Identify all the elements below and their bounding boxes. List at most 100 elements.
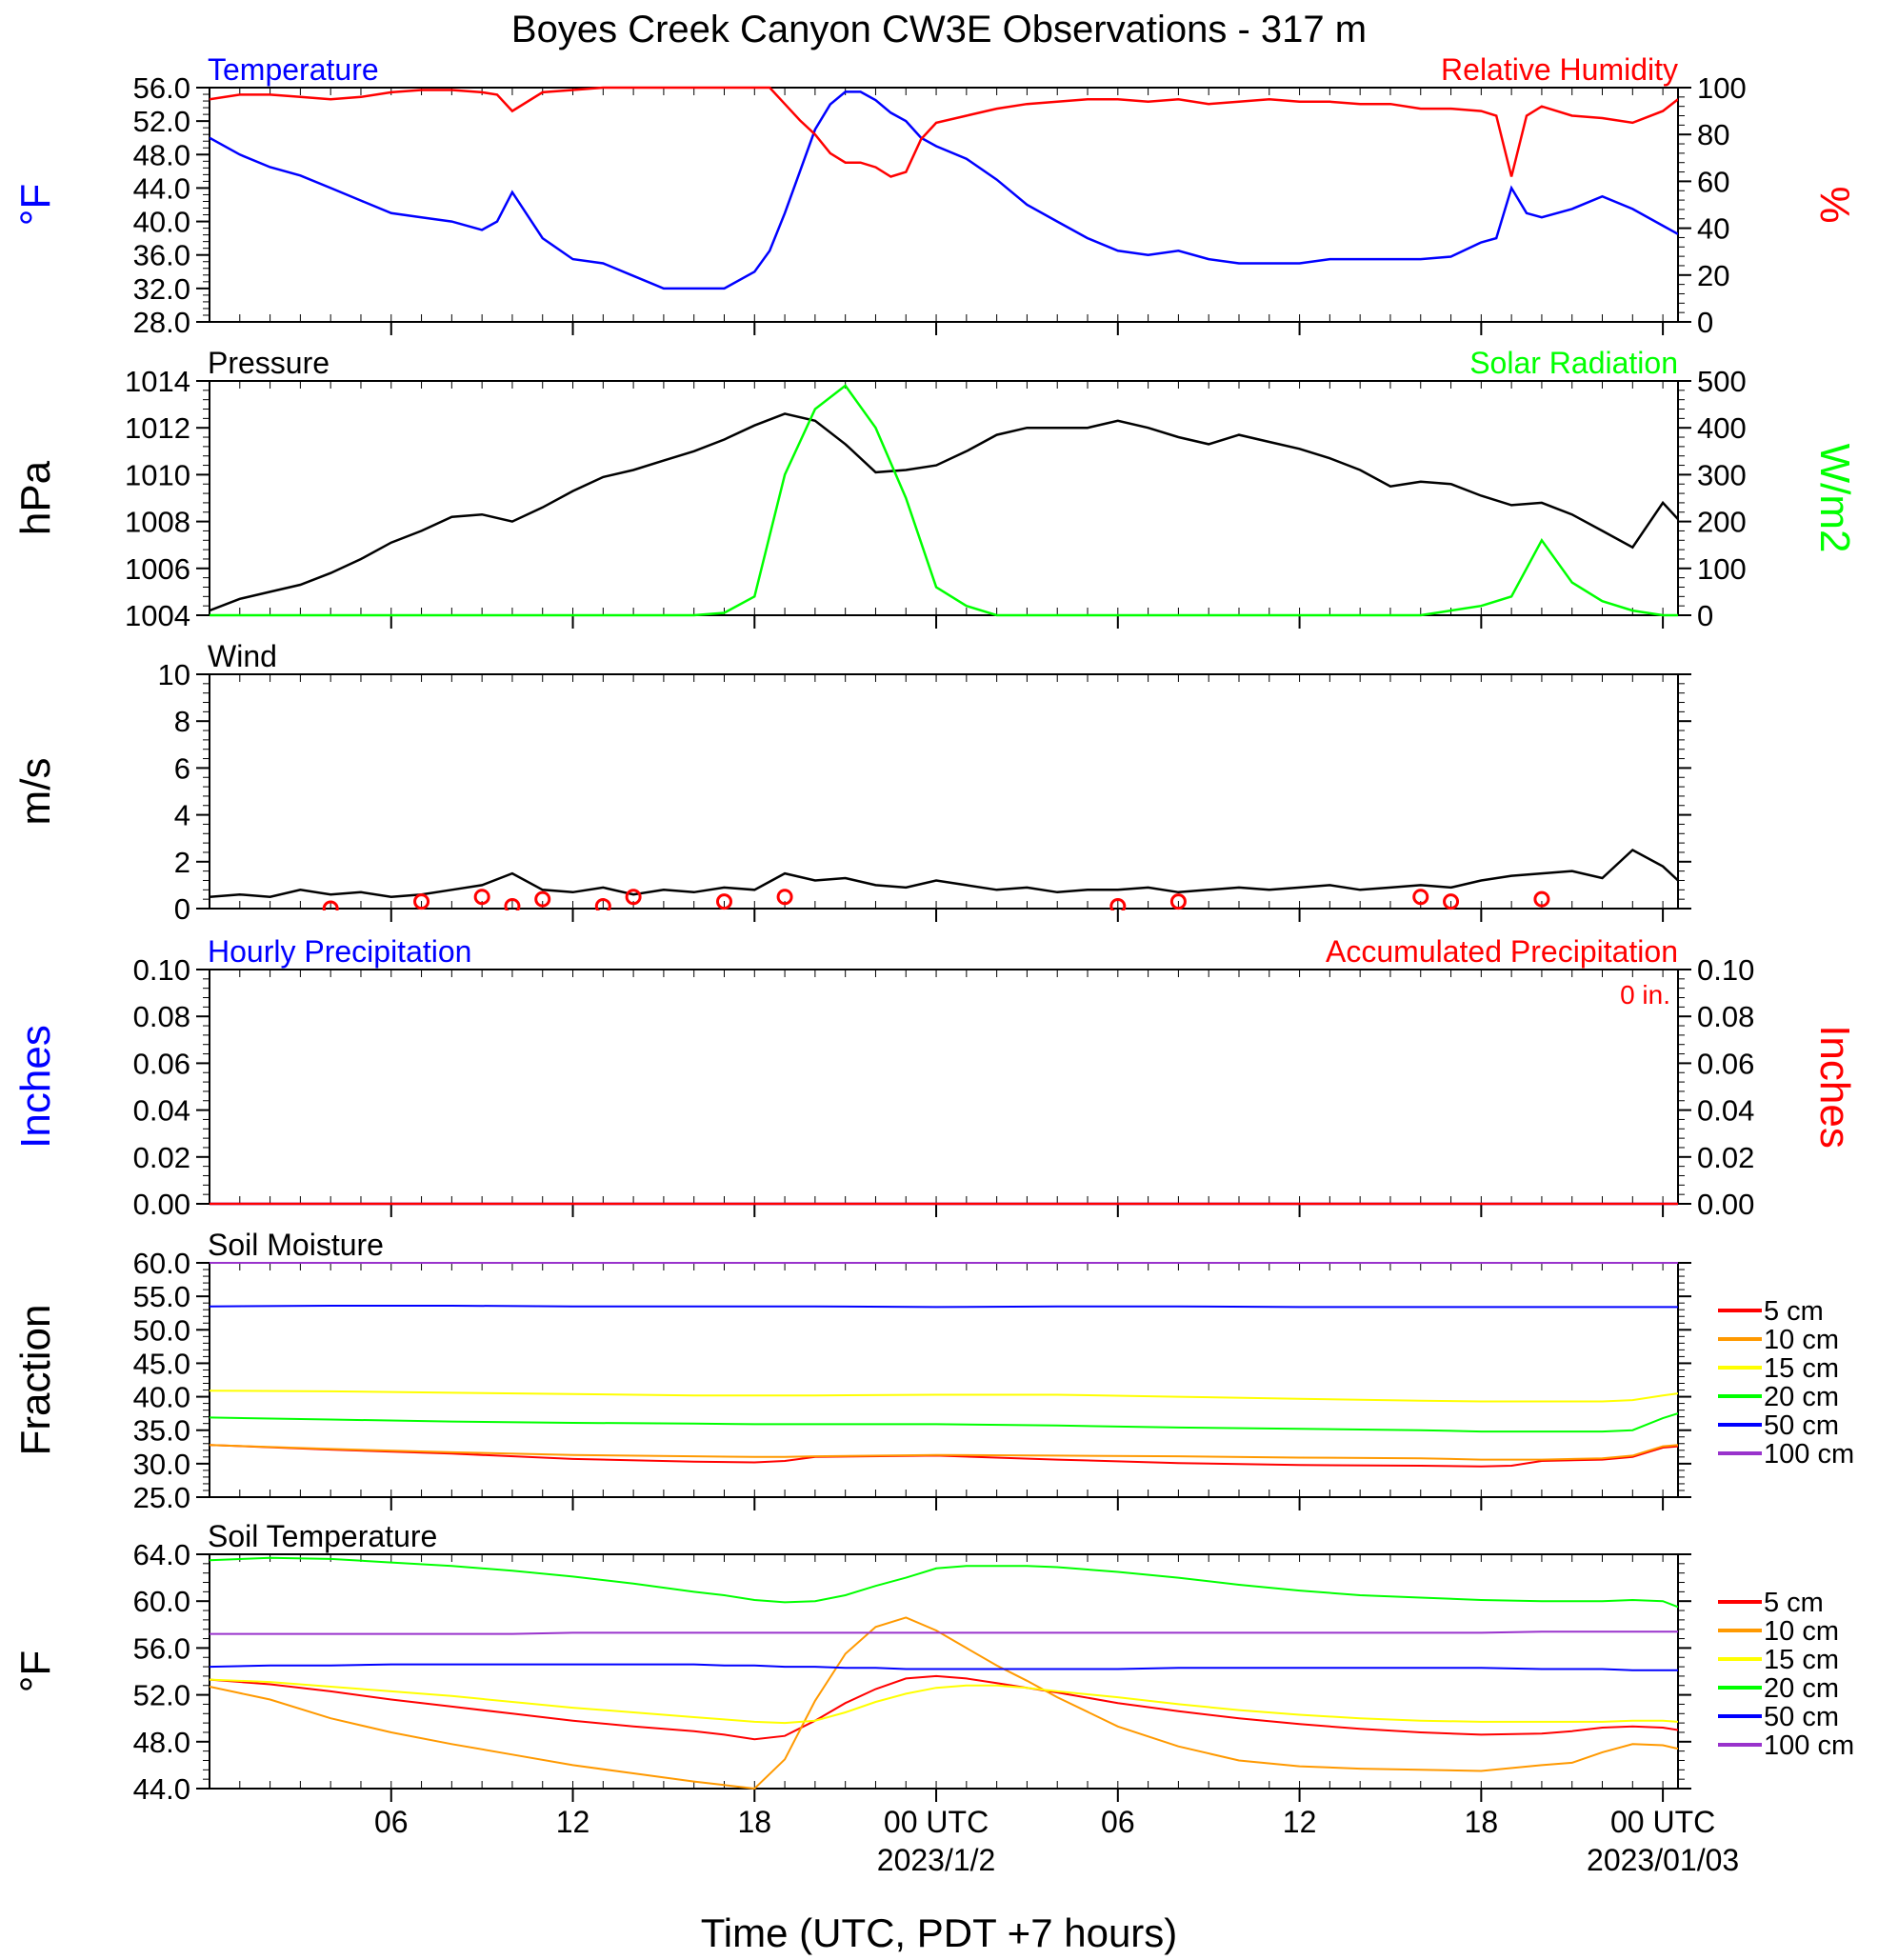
y-tick-label-right: 0.02 xyxy=(1697,1141,1754,1174)
series-line-10-cm xyxy=(210,1444,1678,1461)
plot-area xyxy=(210,86,1678,290)
y-tick-label-left: 0 xyxy=(174,892,190,926)
y-tick-label-right: 0.08 xyxy=(1697,1000,1754,1033)
x-tick-label: 00 UTC xyxy=(884,1805,989,1839)
plot-frame xyxy=(209,87,1679,323)
panel-pressure-solar: 1004 1006 1008 1010 1012 1014 0 100 200 300 400 500… xyxy=(12,346,1858,632)
y-tick-label-left: 8 xyxy=(174,705,190,738)
series-line-temperature xyxy=(210,90,1678,290)
y-axis-label-left: °F xyxy=(12,184,59,226)
x-tick-label: 00 UTC xyxy=(1610,1805,1715,1839)
legend-label: 5 cm xyxy=(1764,1588,1824,1618)
accumulated-total-label: 0 in. xyxy=(1620,980,1670,1010)
y-tick-label-left: 55.0 xyxy=(133,1280,190,1313)
y-tick-label-left: 52.0 xyxy=(133,1679,190,1712)
legend-label: 50 cm xyxy=(1764,1410,1839,1441)
y-tick-label-left: 25.0 xyxy=(133,1481,190,1514)
y-tick-label-left: 30.0 xyxy=(133,1448,190,1481)
series-line-pressure xyxy=(210,412,1678,612)
y-tick-label-left: 56.0 xyxy=(133,1631,190,1665)
x-tick-label: 06 xyxy=(374,1805,409,1839)
plot-frame xyxy=(209,380,1679,616)
y-tick-label-left: 40.0 xyxy=(133,1381,190,1414)
y-tick-label-left: 10 xyxy=(158,658,190,691)
panel-title-left: Temperature xyxy=(208,52,379,87)
panel-soil-moisture: 25.030.035.040.045.050.055.060.0 Soil Moi… xyxy=(12,1228,1854,1514)
calm-marker xyxy=(594,898,611,910)
calm-marker xyxy=(1109,898,1127,910)
panel-title-left: Hourly Precipitation xyxy=(208,934,471,969)
series-line-100-cm xyxy=(210,1630,1678,1635)
series-line-15-cm xyxy=(210,1678,1678,1725)
x-tick-date-label: 2023/01/03 xyxy=(1587,1843,1739,1877)
y-tick-label-left: 2 xyxy=(174,846,190,879)
y-tick-label-left: 40.0 xyxy=(133,206,190,239)
legend-label: 50 cm xyxy=(1764,1702,1839,1732)
calm-marker xyxy=(776,889,793,906)
legend-label: 5 cm xyxy=(1764,1296,1824,1327)
y-tick-label-right: 40 xyxy=(1697,212,1729,246)
y-tick-label-left: 60.0 xyxy=(133,1585,190,1618)
calm-marker xyxy=(1443,893,1460,910)
legend-label: 100 cm xyxy=(1764,1439,1854,1470)
y-tick-label-left: 1004 xyxy=(125,599,190,632)
y-tick-label-right: 100 xyxy=(1697,71,1747,105)
y-tick-label-left: 56.0 xyxy=(133,71,190,105)
legend-label: 15 cm xyxy=(1764,1353,1839,1384)
y-tick-label-left: 4 xyxy=(174,799,190,832)
y-tick-label-left: 0.08 xyxy=(133,1000,190,1033)
panel-title-left: Soil Moisture xyxy=(208,1228,384,1262)
y-tick-label-right: 0 xyxy=(1697,306,1713,339)
y-tick-label-left: 1012 xyxy=(125,411,190,445)
y-tick-label-right: 0.06 xyxy=(1697,1047,1754,1080)
x-tick-label: 06 xyxy=(1101,1805,1135,1839)
panel-soil-temperature: 44.0 48.0 52.0 56.0 60.0 64.0 Soil Temperature… xyxy=(12,1519,1854,1877)
y-axis-label-left: hPa xyxy=(12,460,59,535)
legend-label: 20 cm xyxy=(1764,1382,1839,1412)
x-tick-label: 12 xyxy=(1283,1805,1317,1839)
panel-title-right: Relative Humidity xyxy=(1441,52,1678,87)
y-tick-label-left: 60.0 xyxy=(133,1247,190,1280)
chart-title: Boyes Creek Canyon CW3E Observations - 3… xyxy=(511,9,1367,50)
calm-marker xyxy=(1533,890,1550,908)
panels: 28.032.036.040.044.048.052.056.002040608… xyxy=(12,52,1858,1877)
y-tick-label-left: 0.10 xyxy=(133,953,190,987)
legend-label: 10 cm xyxy=(1764,1325,1839,1355)
y-tick-label-right: 300 xyxy=(1697,458,1747,491)
calm-marker xyxy=(625,889,642,906)
y-tick-label-right: 200 xyxy=(1697,506,1747,539)
y-tick-label-left: 6 xyxy=(174,751,190,785)
plot-frame xyxy=(209,673,1679,910)
series-line-20-cm xyxy=(210,1556,1678,1609)
plot-frame xyxy=(209,969,1679,1205)
y-tick-label-right: 80 xyxy=(1697,118,1729,151)
y-tick-label-left: 50.0 xyxy=(133,1313,190,1347)
calm-marker xyxy=(504,898,521,910)
y-axis-label-left: m/s xyxy=(12,758,59,826)
panel-title-left: Pressure xyxy=(208,346,330,380)
y-axis-label-right: % xyxy=(1811,186,1858,223)
y-tick-label-left: 52.0 xyxy=(133,105,190,138)
panel-title-left: Wind xyxy=(208,639,277,673)
y-axis-label-right: W/m2 xyxy=(1811,444,1858,553)
y-tick-label-right: 0.10 xyxy=(1697,953,1754,987)
y-tick-label-right: 400 xyxy=(1697,411,1747,445)
y-tick-label-left: 0.04 xyxy=(133,1094,190,1128)
series-line-5-cm xyxy=(210,1444,1678,1468)
y-tick-label-right: 0 xyxy=(1697,599,1713,632)
x-tick-label: 18 xyxy=(1465,1805,1499,1839)
plot-frame xyxy=(209,1553,1679,1790)
calm-marker xyxy=(1412,889,1429,906)
series-line-50-cm xyxy=(210,1305,1678,1309)
panel-temperature-rh: 28.032.036.040.044.048.052.056.0 0 20 40 60 8… xyxy=(12,52,1858,339)
series-line-5-cm xyxy=(210,1674,1678,1741)
panel-wind: 0 2 4 6 8 10 Wind m/s xyxy=(12,639,1691,926)
calm-marker xyxy=(715,893,732,910)
plot-area xyxy=(210,1556,1678,1790)
calm-marker xyxy=(473,889,490,906)
plot-area xyxy=(210,384,1678,617)
x-tick-label: 12 xyxy=(556,1805,590,1839)
y-tick-label-left: 28.0 xyxy=(133,306,190,339)
y-tick-label-left: 0.00 xyxy=(133,1188,190,1221)
